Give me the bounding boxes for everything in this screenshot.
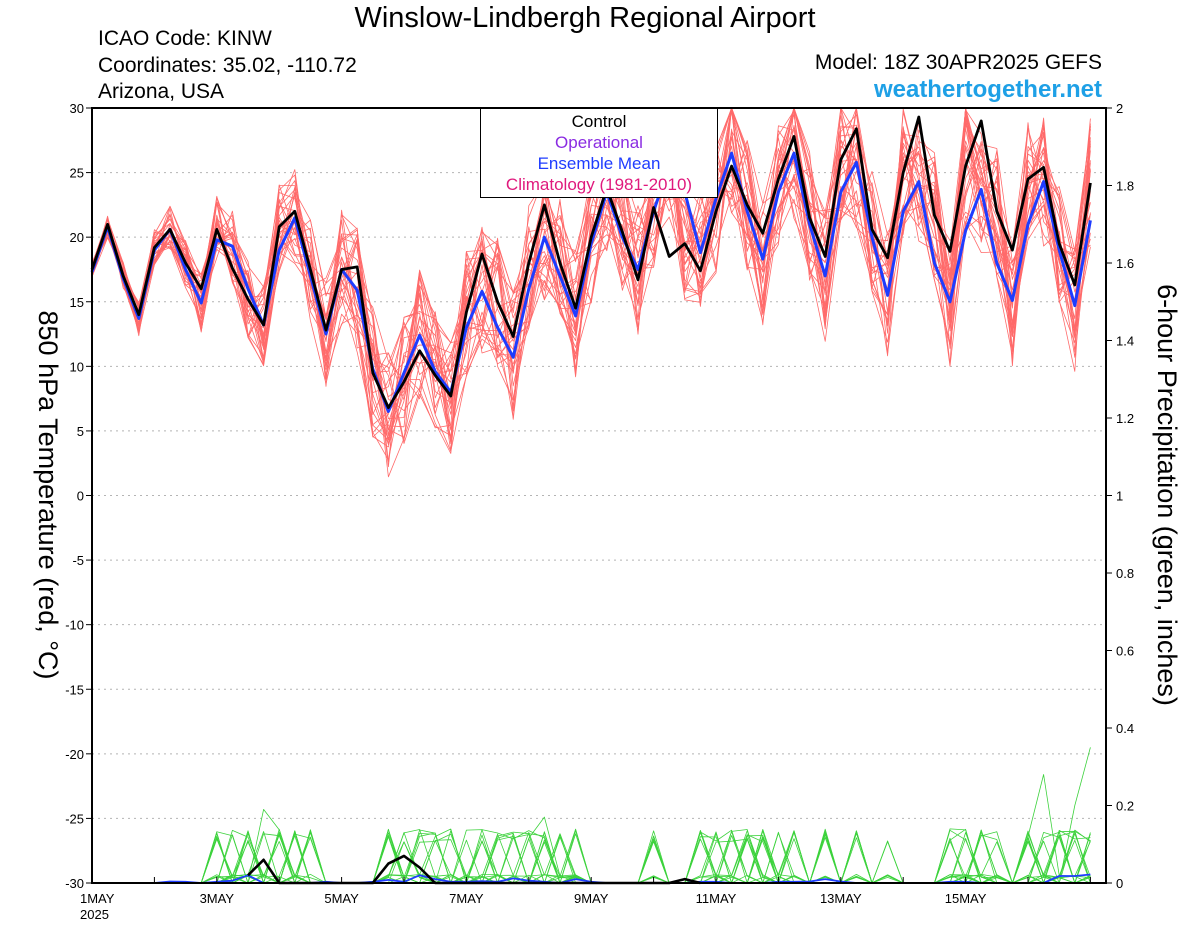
model-run: Model: 18Z 30APR2025 GEFS	[814, 51, 1102, 74]
y2-tick-label: 1.4	[1116, 334, 1134, 349]
x-tick-label: 11MAY	[696, 891, 737, 906]
y-tick-label: 10	[70, 359, 84, 374]
y2-tick-label: 0.8	[1116, 566, 1134, 581]
y2-tick-label: 0.6	[1116, 644, 1134, 659]
chart-title: Winslow-Lindbergh Regional Airport	[354, 2, 816, 34]
y2-tick-label: 1.6	[1116, 256, 1134, 271]
site-link[interactable]: weathertogether.net	[873, 76, 1102, 103]
y2-tick-label: 1.2	[1116, 411, 1134, 426]
temperature-member-line	[91, 122, 1091, 454]
y-tick-label: 5	[77, 424, 84, 439]
y2-tick-label: 0.2	[1116, 799, 1134, 814]
y-tick-label: -25	[65, 811, 84, 826]
y2-tick-label: 2	[1116, 101, 1123, 116]
y-tick-label: -30	[65, 876, 84, 891]
precip-member-line	[92, 809, 1091, 884]
coordinates: Coordinates: 35.02, -110.72	[98, 54, 357, 77]
temperature-member-line	[91, 113, 1091, 426]
temperature-member-line	[91, 107, 1091, 448]
y-tick-label: 30	[70, 101, 84, 116]
legend-ensemble-mean: Ensemble Mean	[537, 154, 661, 173]
y-tick-label: -20	[65, 747, 84, 762]
y-tick-label: -10	[65, 618, 84, 633]
y-tick-label: 25	[70, 166, 84, 181]
bottom-axis: 1MAY 3MAY 5MAY 7MAY 9MAY 11MAY 13MAY 15MAY 2025	[80, 877, 1091, 922]
y2-tick-label: 1	[1116, 489, 1123, 504]
region-label: Arizona, USA	[98, 80, 225, 103]
icao-code: ICAO Code: KINW	[98, 27, 272, 50]
y-tick-label: 0	[77, 489, 84, 504]
temperature-member-line	[91, 107, 1091, 416]
y-tick-label: -15	[65, 682, 84, 697]
legend-operational: Operational	[555, 133, 643, 152]
x-tick-label: 3MAY	[200, 891, 235, 906]
x-tick-label: 9MAY	[574, 891, 609, 906]
control-line	[90, 115, 1092, 410]
chart-legend: Control Operational Ensemble Mean Climat…	[480, 108, 718, 198]
legend-control: Control	[571, 112, 627, 131]
x-tick-label: 7MAY	[449, 891, 484, 906]
legend-climatology: Climatology (1981-2010)	[505, 175, 693, 194]
x-tick-label: 13MAY	[820, 891, 862, 906]
y2-tick-label: 1.8	[1116, 179, 1134, 194]
y2-axis-label: 6-hour Precipitation (green, inches)	[1152, 284, 1182, 706]
x-tick-label: 1MAY	[80, 891, 115, 906]
temperature-member-line	[91, 107, 1091, 405]
y2-tick-label: 0.4	[1116, 721, 1134, 736]
x-tick-label: 5MAY	[324, 891, 359, 906]
temperature-ensemble-members	[91, 107, 1091, 478]
x-tick-label: 15MAY	[945, 891, 987, 906]
precip-ensemble-members	[92, 747, 1091, 884]
y-tick-label: 15	[70, 295, 84, 310]
y-tick-label: -5	[72, 553, 84, 568]
x-year-label: 2025	[80, 907, 109, 922]
y2-tick-label: 0	[1116, 876, 1123, 891]
y-tick-label: 20	[70, 230, 84, 245]
right-axis: 2 1.8 1.6 1.4 1.2 1 0.8 0.6 0.4 0.2 0	[1106, 101, 1134, 891]
y-axis-label: 850 hPa Temperature (red, °C)	[33, 311, 63, 680]
left-axis: 30 25 20 15 10 5 0 -5 -10 -15 -20 -25 -30	[65, 101, 92, 891]
